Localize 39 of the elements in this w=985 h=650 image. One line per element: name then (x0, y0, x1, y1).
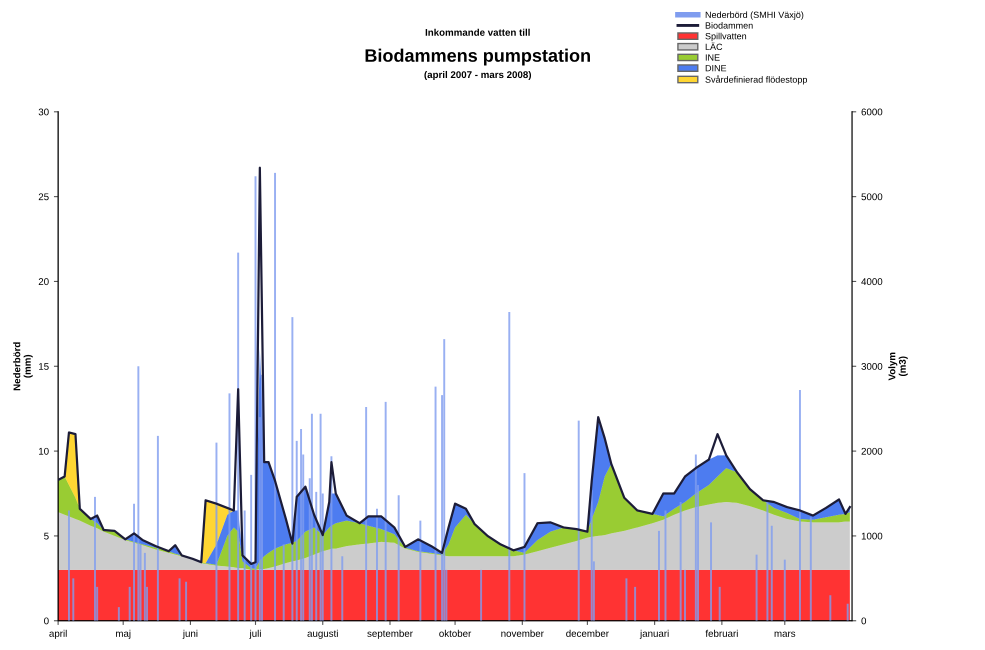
legend-label: INE (706, 54, 720, 61)
x-tick-label: april (49, 630, 67, 639)
x-tick-label: juli (249, 630, 261, 639)
y-tick-label: 15 (39, 363, 49, 370)
y2-tick-label: 0 (861, 617, 866, 624)
y2-tick-label: 6000 (862, 108, 882, 116)
y2-axis-title: Volym (m3) (888, 352, 908, 380)
legend-label: LÄC (706, 42, 722, 50)
y-axis-title: Nederbörd (mm) (13, 342, 33, 390)
x-tick-label: november (501, 630, 544, 637)
y-tick-label: 25 (38, 193, 49, 200)
x-tick-label: januari (640, 630, 669, 639)
x-tick-label: augusti (307, 630, 338, 639)
x-tick-label: oktober (439, 630, 472, 637)
y2-tick-label: 4000 (861, 278, 882, 286)
x-tick-label: september (367, 630, 413, 639)
legend-label: Spillvatten (705, 32, 746, 42)
x-tick-label: februari (706, 630, 738, 637)
legend-label: DINE (706, 65, 726, 72)
y-tick-label: 20 (38, 278, 49, 286)
chart-title: Biodammens pumpstation (366, 48, 590, 66)
y-tick-label: 5 (44, 532, 49, 540)
legend-label: Biodammen (706, 22, 753, 29)
text: Inkommande vatten till (426, 28, 530, 36)
x-tick-label: mars (774, 632, 796, 637)
legend-label: Svårdefinierad flödestopp (705, 75, 808, 85)
y-tick-label: 10 (39, 448, 49, 455)
x-tick-label: maj (116, 630, 130, 639)
y2-tick-label: 2000 (862, 448, 882, 455)
y-tick-label: 0 (44, 617, 49, 624)
x-tick-label: juni (182, 630, 198, 639)
y-tick-label: 30 (38, 108, 49, 116)
y2-tick-label: 1000 (862, 532, 882, 540)
chart-subtitle: (april 2007 - mars 2008) (424, 70, 532, 80)
x-tick-label: december (566, 630, 609, 637)
y2-tick-label: 5000 (861, 193, 882, 200)
legend-label: Nederbörd (SMHI Växjö) (706, 11, 804, 20)
y2-tick-label: 3000 (861, 363, 882, 370)
line-series (58, 166, 851, 566)
